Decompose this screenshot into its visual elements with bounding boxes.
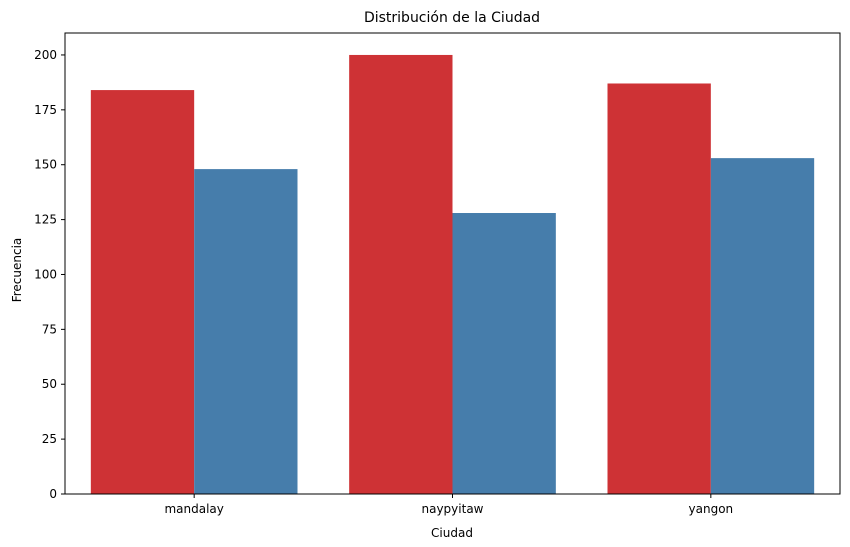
bar-yangon-series-1 bbox=[607, 83, 711, 494]
y-tick-label: 175 bbox=[34, 103, 57, 117]
y-tick-label: 200 bbox=[34, 48, 57, 62]
bar-yangon-series-2 bbox=[710, 158, 815, 494]
y-tick-label: 150 bbox=[34, 158, 57, 172]
plot-frame bbox=[64, 32, 841, 495]
bar-naypyitaw-series-1 bbox=[349, 54, 453, 494]
y-tick-label: 25 bbox=[42, 432, 57, 446]
y-tick-label: 50 bbox=[42, 377, 57, 391]
bar-mandalay-series-1 bbox=[90, 90, 195, 495]
y-tick-label: 75 bbox=[42, 322, 57, 336]
x-tick-label-mandalay: mandalay bbox=[164, 502, 223, 516]
y-tick-label: 125 bbox=[34, 213, 57, 227]
y-tick-label: 0 bbox=[49, 487, 57, 501]
chart-title: Distribución de la Ciudad bbox=[364, 10, 540, 26]
bar-mandalay-series-2 bbox=[194, 169, 298, 494]
y-tick-label: 100 bbox=[34, 267, 57, 281]
x-axis: mandalay naypyitaw yangon bbox=[164, 494, 733, 516]
y-axis: 0 25 50 75 100 125 150 175 200 bbox=[34, 48, 65, 501]
bar-naypyitaw-series-2 bbox=[452, 213, 556, 494]
x-axis-label: Ciudad bbox=[431, 526, 473, 540]
x-tick-label-naypyitaw: naypyitaw bbox=[422, 502, 484, 516]
y-axis-label: Frecuencia bbox=[10, 238, 24, 303]
plot-area bbox=[90, 54, 815, 495]
x-tick-label-yangon: yangon bbox=[689, 502, 734, 516]
